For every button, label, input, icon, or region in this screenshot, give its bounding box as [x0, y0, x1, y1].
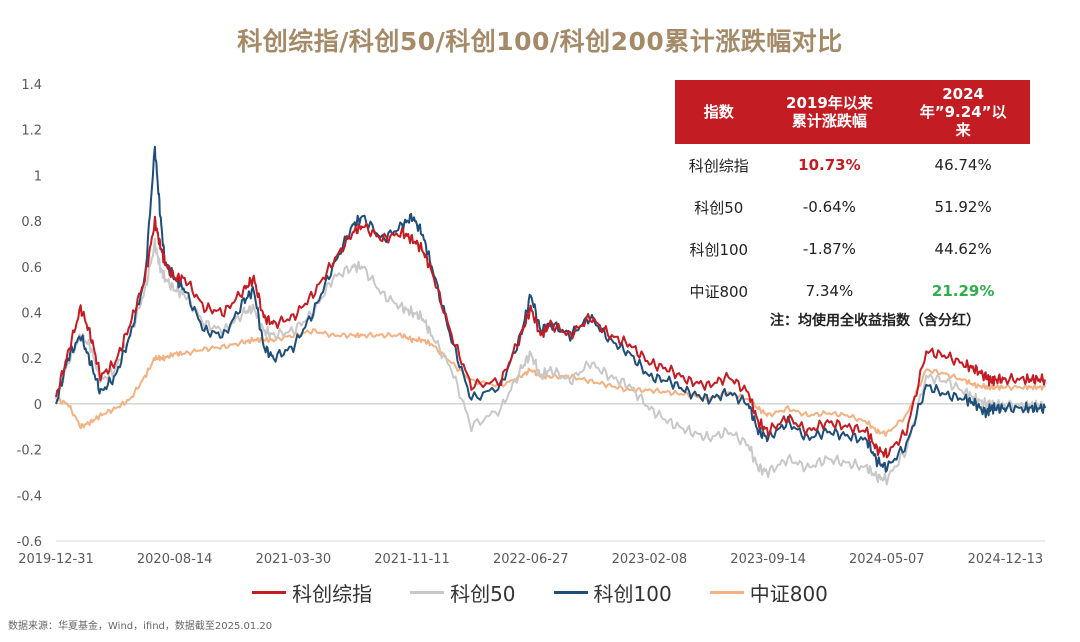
- row-since-924: 51.92%: [934, 198, 992, 216]
- series-line-科创综指: [55, 215, 1046, 459]
- y-tick-label: 0.4: [21, 307, 42, 322]
- x-tick-label: 2020-08-14: [137, 552, 213, 567]
- x-tick-label: 2023-09-14: [730, 552, 806, 567]
- row-since-2019: -1.87%: [802, 240, 856, 258]
- x-tick-label: 2024-12-13: [968, 552, 1044, 567]
- chart-title: 科创综指/科创50/科创100/科创200累计涨跌幅对比: [237, 27, 843, 56]
- y-tick-label: -0.4: [17, 489, 42, 504]
- summary-table: 指数 2019年以来 累计涨跌幅 2024 年”9.24”以 来 科创综指 10…: [675, 80, 1030, 312]
- x-tick-label: 2019-12-31: [18, 552, 94, 567]
- row-name: 科创综指: [688, 156, 749, 175]
- row-since-924: 21.29%: [931, 282, 995, 300]
- legend-swatch: [252, 591, 287, 594]
- table-row: 中证800 7.34% 21.29%: [675, 270, 1030, 312]
- y-tick-label: 0: [34, 398, 42, 413]
- row-name: 中证800: [689, 282, 749, 301]
- row-since-924: 44.62%: [934, 240, 992, 258]
- legend-label: 科创50: [450, 582, 516, 606]
- header-since-2019: 2019年以来 累计涨跌幅: [762, 80, 897, 144]
- y-tick-label: 0.6: [21, 261, 42, 276]
- row-name: 科创100: [689, 240, 749, 259]
- y-tick-label: 0.8: [21, 215, 42, 230]
- y-tick-label: 1.4: [21, 78, 42, 93]
- row-since-2019: 10.73%: [798, 156, 861, 174]
- legend-label: 科创100: [593, 582, 672, 606]
- row-since-2019: 7.34%: [805, 282, 854, 300]
- table-header-row: 指数 2019年以来 累计涨跌幅 2024 年”9.24”以 来: [675, 80, 1030, 144]
- legend-swatch: [553, 591, 588, 594]
- table-note: 注：均使用全收益指数（含分红）: [770, 313, 980, 329]
- legend-label: 中证800: [749, 582, 828, 606]
- y-tick-label: 1: [34, 169, 42, 184]
- data-source: 数据来源：华夏基金，Wind，ifind，数据截至2025.01.20: [8, 621, 273, 632]
- x-tick-label: 2021-03-30: [256, 552, 332, 567]
- table-row: 科创50 -0.64% 51.92%: [675, 186, 1030, 228]
- x-tick-label: 2023-02-08: [612, 552, 688, 567]
- series-line-科创50: [55, 237, 1046, 486]
- x-tick-label: 2021-11-11: [374, 552, 450, 567]
- legend-item: 科创50: [410, 578, 516, 607]
- legend-label: 科创综指: [292, 582, 373, 606]
- x-tick-label: 2024-05-07: [849, 552, 925, 567]
- legend-item: 科创综指: [252, 578, 372, 607]
- series-line-中证800: [55, 328, 1046, 437]
- header-since-924: 2024 年”9.24”以 来: [896, 80, 1030, 144]
- y-tick-label: 0.2: [21, 352, 42, 367]
- y-tick-label: -0.2: [17, 444, 42, 459]
- row-since-924: 46.74%: [934, 156, 992, 174]
- row-since-2019: -0.64%: [802, 198, 856, 216]
- y-tick-label: -0.6: [17, 535, 42, 550]
- legend-swatch: [410, 591, 445, 594]
- header-index: 指数: [675, 80, 763, 144]
- legend-swatch: [709, 591, 744, 594]
- y-tick-label: 1.2: [21, 124, 42, 139]
- legend-item: 中证800: [709, 578, 828, 607]
- legend-item: 科创100: [553, 578, 672, 607]
- table-row: 科创综指 10.73% 46.74%: [675, 144, 1030, 186]
- row-name: 科创50: [694, 198, 744, 217]
- table-row: 科创100 -1.87% 44.62%: [675, 228, 1030, 270]
- x-tick-label: 2022-06-27: [493, 552, 569, 567]
- chart-legend: 科创综指 科创50 科创100 中证800: [0, 578, 1080, 607]
